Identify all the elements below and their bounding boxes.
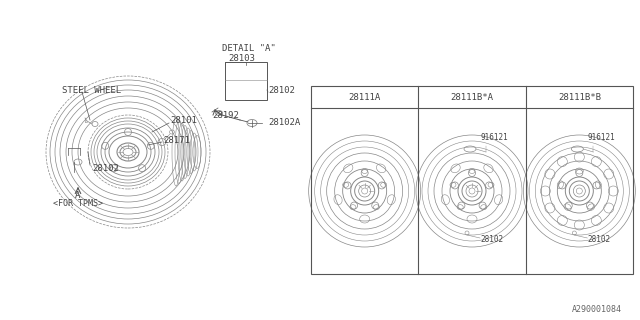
Text: 28102: 28102 [92, 164, 119, 172]
Text: 28111A: 28111A [349, 92, 381, 101]
Text: 28171: 28171 [163, 135, 190, 145]
Bar [225, 62, 267, 100]
Text: 28192: 28192 [212, 110, 239, 119]
Text: 916121: 916121 [588, 132, 615, 141]
Text: A290001084: A290001084 [572, 306, 622, 315]
Text: 28111B*B: 28111B*B [558, 92, 601, 101]
Text: 28102: 28102 [480, 235, 503, 244]
Text: 916121: 916121 [480, 132, 508, 141]
Text: 28103: 28103 [228, 53, 255, 62]
Text: 28102: 28102 [268, 85, 295, 94]
Text: <FOR TPMS>: <FOR TPMS> [53, 199, 103, 209]
Text: DETAIL "A": DETAIL "A" [222, 44, 276, 52]
Text: 28102A: 28102A [268, 117, 300, 126]
Text: 28101: 28101 [170, 116, 197, 124]
Text: STEEL WHEEL: STEEL WHEEL [62, 85, 121, 94]
Text: 28111B*A: 28111B*A [451, 92, 493, 101]
Text: A: A [76, 190, 81, 199]
Bar [311, 86, 633, 274]
Text: 28102: 28102 [588, 235, 611, 244]
